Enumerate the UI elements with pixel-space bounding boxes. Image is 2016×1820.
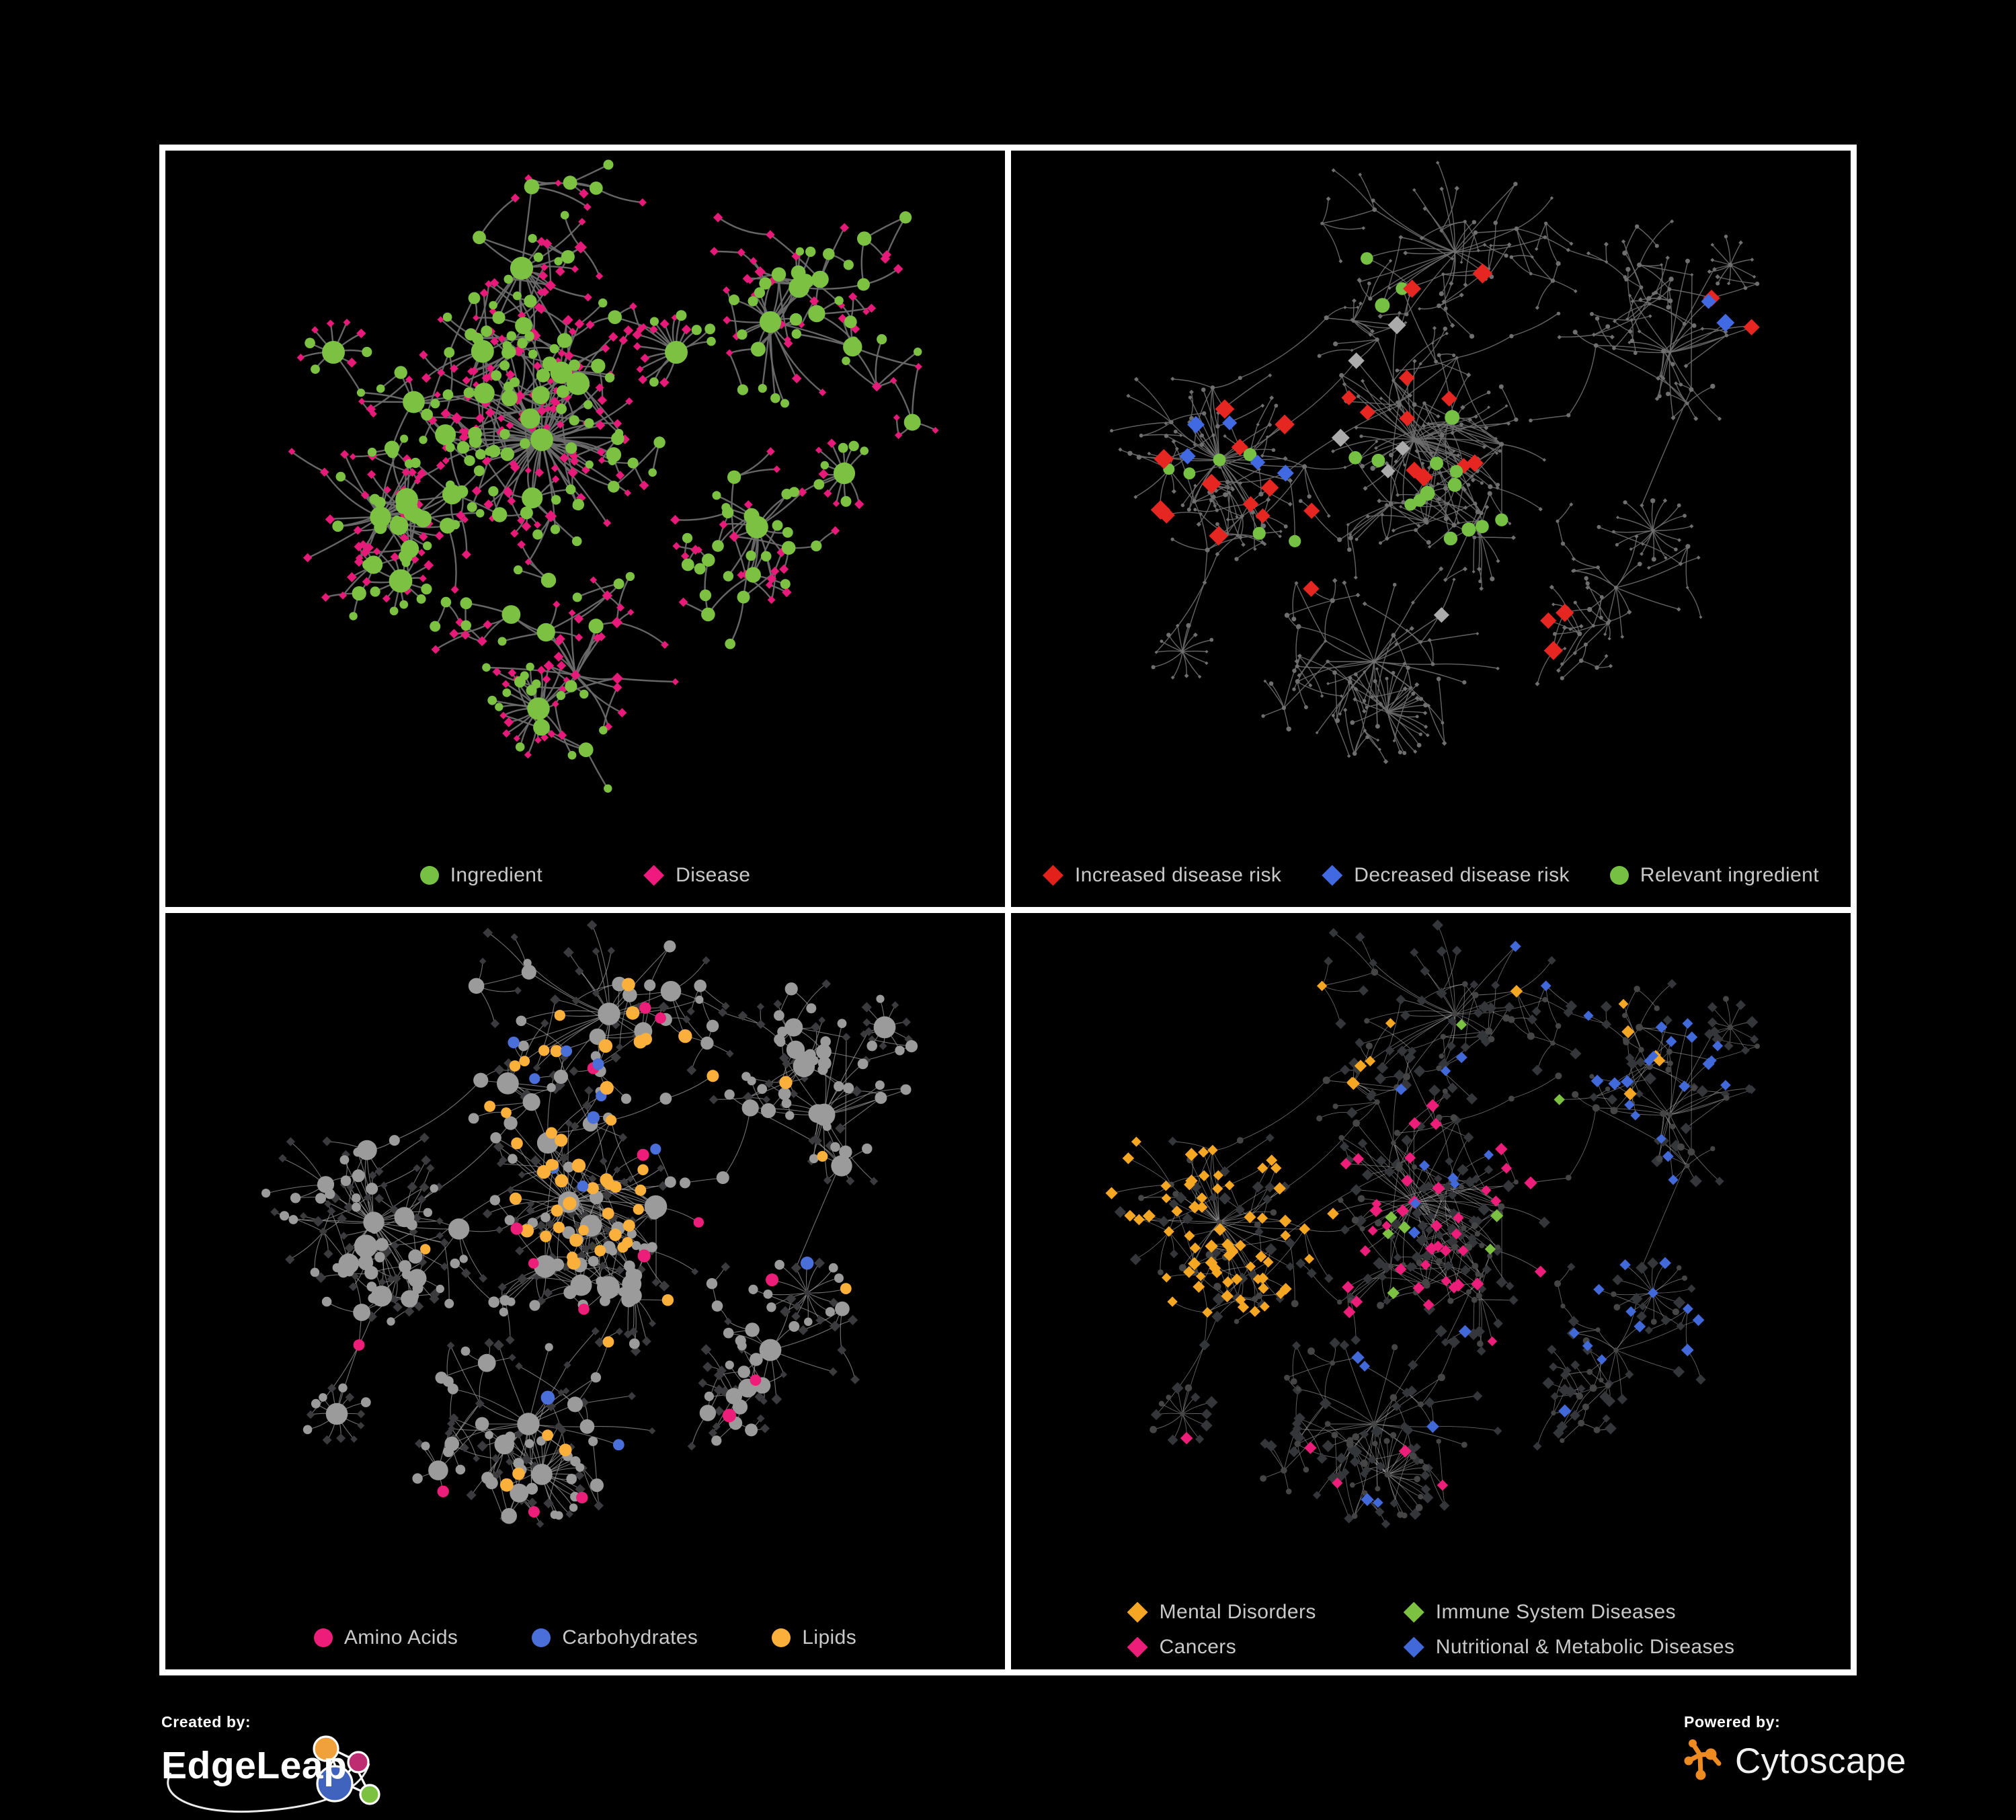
legend-item-relevant-ingredient: Relevant ingredient [1609, 864, 1819, 887]
legend-item-amino-acids: Amino Acids [313, 1626, 458, 1649]
ingredient-disease-network-graph [288, 159, 939, 793]
legend-label-immune-diseases: Immune System Diseases [1435, 1601, 1676, 1623]
legend-item-nutritional-metabolic: Nutritional & Metabolic Diseases [1403, 1636, 1735, 1659]
legend-item-disease: Disease [643, 864, 750, 887]
legend-item-increased-risk: Increased disease risk [1043, 864, 1281, 887]
legend-label-relevant-ingredient: Relevant ingredient [1640, 864, 1819, 886]
panel-ingredient-disease: Ingredient Disease [165, 151, 1005, 907]
powered-by-label: Powered by: [1684, 1713, 1781, 1731]
immune-diseases-swatch-icon [1403, 1601, 1424, 1623]
legend-label-disease: Disease [676, 864, 751, 886]
decreased-risk-swatch-icon [1322, 865, 1343, 886]
legend-item-decreased-risk: Decreased disease risk [1322, 864, 1570, 887]
legend-item-lipids: Lipids [772, 1626, 856, 1649]
cytoscape-logo: Cytoscape [1684, 1737, 1906, 1785]
legend-label-cancers: Cancers [1159, 1636, 1237, 1658]
created-by-credit: Created by: EdgeLeap [161, 1713, 390, 1820]
created-by-label: Created by: [161, 1713, 251, 1731]
mental-disorders-swatch-icon [1127, 1601, 1148, 1623]
legend-label-decreased-risk: Decreased disease risk [1354, 864, 1570, 886]
powered-by-credit: Powered by: Cytoscape [1684, 1713, 1906, 1785]
cytoscape-logo-icon [1684, 1739, 1722, 1780]
legend-item-ingredient: Ingredient [419, 864, 543, 887]
panel-disease-classes: Mental Disorders Immune System Diseases … [1011, 913, 1851, 1669]
increased-risk-swatch-icon [1043, 865, 1063, 886]
edgeleap-wordmark: EdgeLeap [161, 1744, 348, 1787]
amino-acids-swatch-icon [313, 1628, 333, 1647]
legend-item-carbohydrates: Carbohydrates [532, 1626, 698, 1649]
cancers-swatch-icon [1127, 1636, 1148, 1658]
legend-item-immune-diseases: Immune System Diseases [1403, 1601, 1735, 1624]
legend-label-lipids: Lipids [802, 1626, 857, 1649]
edgeleap-logo: EdgeLeap [161, 1733, 390, 1820]
legend-label-mental-disorders: Mental Disorders [1159, 1601, 1316, 1623]
legend-label-increased-risk: Increased disease risk [1075, 864, 1282, 886]
legend-item-cancers: Cancers [1127, 1636, 1316, 1659]
legend-label-ingredient: Ingredient [450, 864, 543, 886]
legend-label-amino-acids: Amino Acids [344, 1626, 458, 1649]
ingredient-swatch-icon [419, 866, 439, 885]
disease-class-network-graph [1105, 919, 1760, 1529]
legend-disease-classes: Mental Disorders Immune System Diseases … [1011, 1601, 1851, 1659]
legend-ingredient-disease: Ingredient Disease [165, 864, 1005, 887]
panel-nutrient-classes: Amino Acids Carbohydrates Lipids [165, 913, 1005, 1669]
edgeleap-logo-icon [167, 1735, 380, 1813]
legend-disease-risk: Increased disease risk Decreased disease… [1011, 864, 1851, 887]
relevant-ingredient-swatch-icon [1609, 866, 1629, 885]
panel-disease-risk: Increased disease risk Decreased disease… [1011, 151, 1851, 907]
legend-label-nutritional-metabolic: Nutritional & Metabolic Diseases [1435, 1636, 1735, 1658]
cytoscape-wordmark: Cytoscape [1735, 1741, 1906, 1781]
nutritional-metabolic-swatch-icon [1403, 1636, 1424, 1658]
disease-swatch-icon [643, 865, 665, 886]
panel-grid: Ingredient Disease Increased disease ris… [159, 145, 1857, 1675]
carbohydrates-swatch-icon [532, 1628, 551, 1647]
nutrient-class-network-graph [261, 920, 918, 1528]
disease-risk-network-graph [1110, 161, 1760, 764]
lipids-swatch-icon [772, 1628, 791, 1647]
legend-nutrient-classes: Amino Acids Carbohydrates Lipids [165, 1626, 1005, 1649]
legend-item-mental-disorders: Mental Disorders [1127, 1601, 1316, 1624]
legend-label-carbohydrates: Carbohydrates [562, 1626, 698, 1649]
